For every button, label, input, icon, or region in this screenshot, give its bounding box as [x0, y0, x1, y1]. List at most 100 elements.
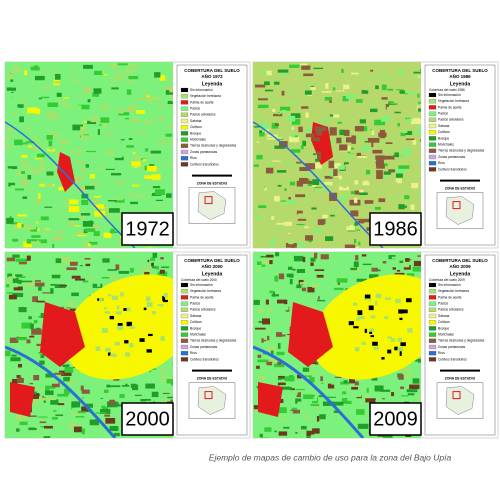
- land-patch: [277, 343, 281, 349]
- land-patch: [171, 113, 173, 115]
- land-patch: [284, 221, 293, 226]
- legend-subtitle: Cobertura del suelo 2000: [181, 278, 217, 282]
- patch: [385, 297, 392, 301]
- land-patch: [32, 201, 36, 203]
- land-patch: [338, 186, 350, 191]
- land-patch: [35, 422, 39, 429]
- land-patch: [334, 376, 343, 378]
- land-patch: [309, 426, 317, 430]
- land-patch: [316, 265, 328, 270]
- land-patch: [8, 294, 17, 300]
- zone-label: ZONA DE ESTUDIO: [445, 376, 476, 380]
- land-patch: [375, 85, 379, 90]
- land-patch: [340, 196, 347, 202]
- patch: [381, 357, 385, 360]
- land-patch: [354, 381, 359, 386]
- land-patch: [7, 264, 17, 271]
- land-patch: [280, 201, 289, 206]
- land-patch: [266, 134, 278, 140]
- land-patch: [63, 388, 70, 395]
- land-patch: [272, 177, 279, 180]
- legend-label: Cultivos: [190, 320, 202, 324]
- land-patch: [361, 205, 370, 207]
- legend-year: AÑO 1986: [449, 73, 471, 79]
- land-patch: [167, 207, 173, 212]
- land-patch: [68, 435, 77, 437]
- land-patch: [411, 182, 419, 189]
- land-patch: [15, 414, 27, 420]
- patch: [359, 316, 365, 320]
- scale-bar: [440, 179, 480, 182]
- degraded: [305, 133, 315, 138]
- land-patch: [312, 428, 320, 434]
- land-patch: [126, 145, 134, 148]
- land-patch: [365, 169, 371, 175]
- land-patch: [70, 413, 81, 416]
- land-patch: [301, 425, 307, 430]
- land-patch: [254, 113, 264, 119]
- land-patch: [287, 115, 296, 122]
- land-patch: [16, 375, 21, 379]
- land-patch: [104, 281, 108, 283]
- land-patch: [9, 322, 14, 328]
- land-patch: [268, 154, 272, 160]
- land-patch: [343, 162, 349, 166]
- land-patch: [324, 181, 333, 186]
- land-patch: [284, 306, 289, 311]
- land-patch: [71, 275, 81, 279]
- land-patch: [119, 254, 123, 258]
- year-label: 1972: [125, 218, 170, 240]
- land-patch: [333, 114, 340, 118]
- land-patch: [394, 152, 399, 158]
- legend-label: Sin información: [438, 93, 461, 97]
- inset-marker: [204, 196, 213, 205]
- land-patch: [391, 199, 397, 202]
- land-patch: [356, 229, 361, 231]
- land-patch: [297, 213, 307, 216]
- land-patch: [130, 159, 138, 162]
- land-patch: [150, 257, 156, 261]
- land-patch: [81, 167, 85, 173]
- land-patch: [267, 346, 277, 352]
- land-patch: [6, 87, 17, 91]
- land-patch: [130, 116, 136, 119]
- scale-bar: [192, 369, 232, 372]
- land-patch: [131, 161, 141, 167]
- land-patch: [85, 164, 89, 168]
- land-patch: [301, 198, 313, 204]
- land-patch: [270, 96, 276, 103]
- land-patch: [259, 132, 265, 137]
- land-patch: [296, 161, 302, 165]
- land-patch: [71, 84, 78, 88]
- land-patch: [274, 422, 283, 426]
- patch: [397, 347, 403, 351]
- legend-swatch: [428, 320, 437, 325]
- land-patch: [359, 435, 369, 438]
- land-patch: [304, 247, 314, 248]
- land-patch: [70, 149, 76, 153]
- land-patch: [19, 421, 28, 426]
- legend-label: Cultivos transitorios: [438, 167, 467, 171]
- land-patch: [357, 220, 365, 224]
- land-patch: [72, 437, 81, 438]
- land-patch: [288, 89, 293, 92]
- land-patch: [29, 139, 41, 141]
- legend-label: Cultivos transitorios: [438, 357, 467, 361]
- land-patch: [412, 139, 417, 145]
- land-patch: [317, 299, 326, 302]
- land-patch: [299, 167, 310, 172]
- land-patch: [128, 104, 137, 110]
- land-patch: [63, 209, 66, 211]
- land-patch: [148, 130, 158, 133]
- land-patch: [152, 174, 161, 180]
- land-patch: [82, 129, 92, 135]
- land-patch: [45, 397, 57, 401]
- land-patch: [162, 202, 168, 205]
- degraded: [351, 135, 356, 144]
- land-patch: [275, 137, 283, 139]
- land-patch: [253, 126, 265, 128]
- land-patch: [402, 127, 408, 134]
- land-patch: [94, 70, 103, 76]
- land-patch: [291, 126, 294, 130]
- land-patch: [285, 242, 297, 248]
